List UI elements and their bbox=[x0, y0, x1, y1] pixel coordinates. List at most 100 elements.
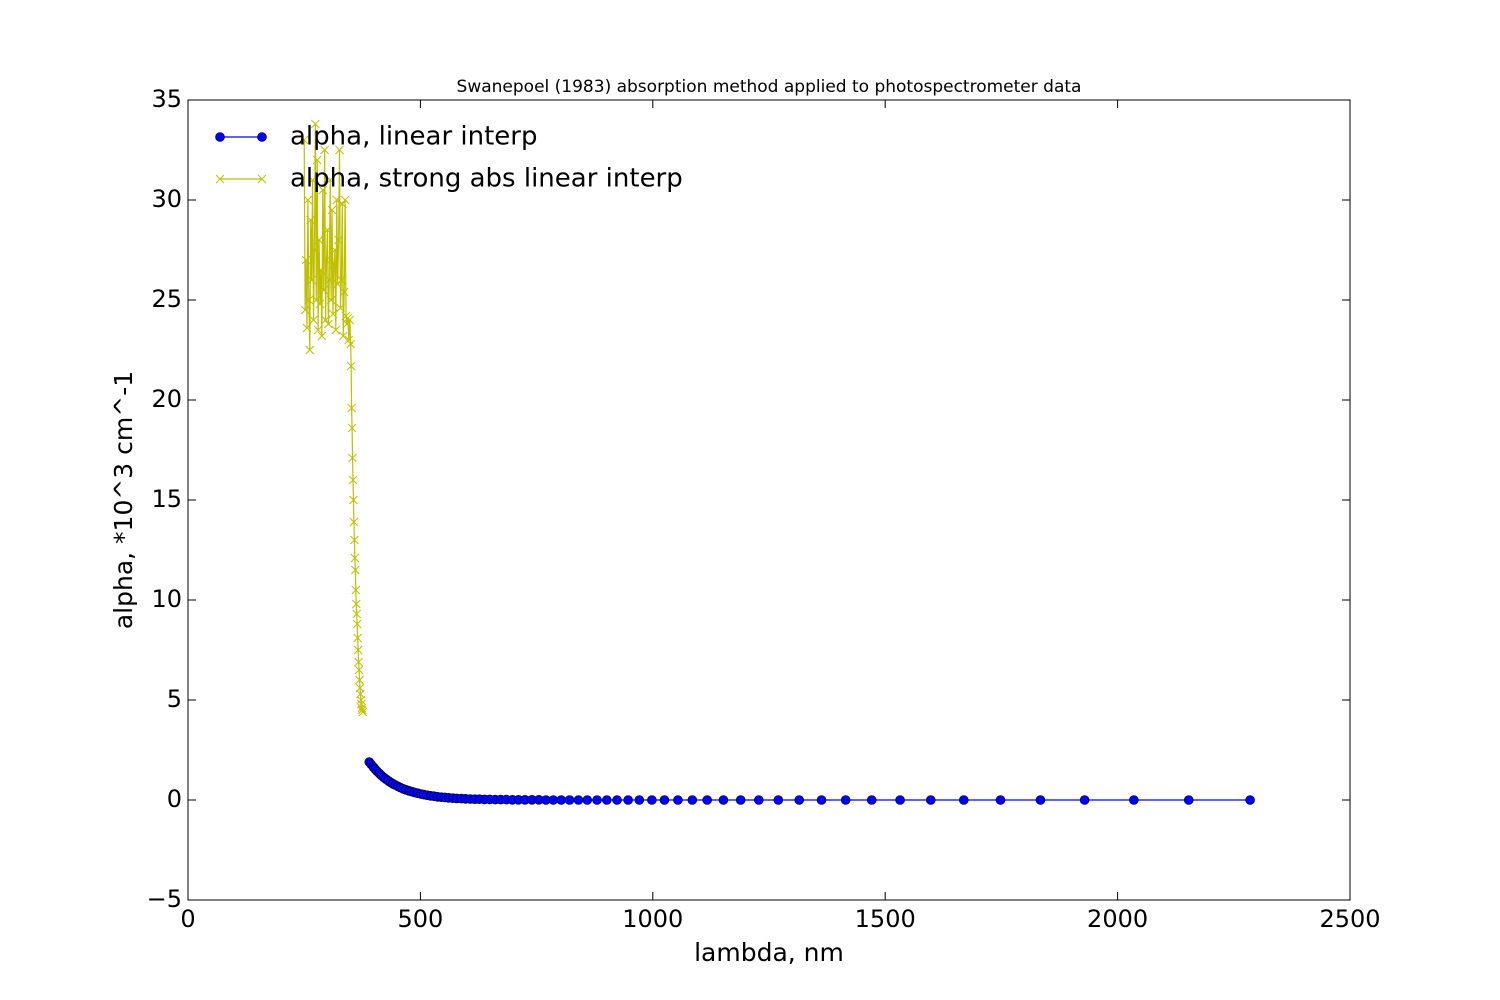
point bbox=[329, 259, 339, 269]
point bbox=[312, 155, 322, 165]
plot-frame bbox=[187, 99, 1351, 901]
point bbox=[326, 295, 336, 305]
point bbox=[320, 145, 330, 155]
point bbox=[304, 295, 314, 305]
point bbox=[322, 255, 331, 265]
y-tick-label: 5 bbox=[167, 685, 182, 713]
point bbox=[328, 309, 338, 319]
point bbox=[355, 675, 364, 685]
x-tick-label: 2500 bbox=[1319, 905, 1380, 933]
x-tick-label: 1500 bbox=[855, 905, 916, 933]
y-tick-label: 10 bbox=[151, 585, 182, 613]
y-tick-label: 30 bbox=[151, 185, 182, 213]
point bbox=[702, 795, 712, 805]
point bbox=[1183, 795, 1194, 805]
point bbox=[307, 275, 316, 285]
x-tick-label: 0 bbox=[180, 905, 195, 933]
point bbox=[735, 795, 746, 805]
point bbox=[1079, 795, 1090, 805]
point bbox=[354, 665, 364, 675]
point bbox=[357, 705, 367, 715]
point bbox=[350, 553, 360, 563]
point bbox=[335, 145, 344, 155]
point bbox=[816, 795, 827, 805]
point bbox=[350, 565, 360, 575]
y-tick-label: 35 bbox=[151, 85, 182, 113]
point bbox=[317, 331, 327, 341]
point bbox=[324, 275, 334, 285]
point bbox=[324, 319, 333, 329]
point bbox=[753, 795, 764, 805]
point bbox=[773, 795, 784, 805]
point bbox=[573, 795, 584, 805]
y-tick-label: 20 bbox=[151, 385, 182, 413]
point bbox=[1035, 795, 1046, 805]
point bbox=[306, 215, 316, 225]
point bbox=[345, 315, 355, 325]
point bbox=[623, 795, 633, 805]
point bbox=[325, 175, 335, 185]
point bbox=[582, 795, 593, 805]
point bbox=[673, 795, 683, 805]
legend-marker bbox=[257, 174, 267, 184]
point bbox=[348, 453, 357, 463]
point bbox=[612, 795, 622, 805]
point bbox=[556, 795, 567, 805]
point bbox=[315, 299, 325, 309]
point bbox=[303, 195, 313, 205]
point bbox=[339, 287, 349, 297]
point bbox=[338, 331, 348, 341]
point bbox=[353, 645, 363, 655]
point bbox=[354, 657, 363, 667]
point bbox=[351, 585, 361, 595]
point bbox=[718, 795, 729, 805]
x-tick-label: 2000 bbox=[1087, 905, 1148, 933]
point bbox=[314, 235, 324, 245]
point bbox=[319, 285, 329, 295]
point bbox=[634, 795, 645, 805]
point bbox=[311, 119, 320, 129]
point bbox=[300, 305, 310, 315]
point bbox=[647, 795, 657, 805]
y-tick-label: 15 bbox=[151, 485, 182, 513]
point bbox=[347, 403, 356, 413]
point bbox=[794, 795, 805, 805]
point bbox=[331, 325, 341, 335]
point bbox=[347, 423, 357, 433]
y-tick-label: 0 bbox=[167, 785, 182, 813]
point bbox=[659, 795, 670, 805]
point bbox=[337, 275, 346, 285]
y-tick-label: 25 bbox=[151, 285, 182, 313]
point bbox=[337, 199, 347, 209]
point bbox=[316, 265, 326, 275]
point bbox=[308, 175, 317, 185]
point bbox=[958, 795, 969, 805]
point bbox=[353, 633, 363, 643]
point bbox=[995, 795, 1006, 805]
legend-label: alpha, strong abs linear interp bbox=[290, 164, 683, 194]
point bbox=[301, 255, 311, 265]
point bbox=[310, 245, 319, 255]
point bbox=[336, 303, 345, 313]
legend-label: alpha, linear interp bbox=[290, 122, 538, 152]
point bbox=[352, 609, 362, 619]
point bbox=[564, 795, 575, 805]
x-tick-label: 500 bbox=[397, 905, 443, 933]
point bbox=[351, 599, 361, 609]
y-tick-label: −5 bbox=[147, 885, 182, 913]
point bbox=[1129, 795, 1139, 805]
x-tick-label: 1000 bbox=[622, 905, 683, 933]
point bbox=[349, 495, 358, 505]
point bbox=[592, 795, 602, 805]
point bbox=[309, 315, 318, 325]
x-axis-label: lambda, nm bbox=[694, 938, 844, 967]
point bbox=[350, 535, 359, 545]
point bbox=[305, 345, 315, 355]
point bbox=[330, 245, 340, 255]
legend: alpha, linear interp alpha, strong abs li… bbox=[215, 122, 683, 194]
point bbox=[840, 795, 851, 805]
legend-marker bbox=[215, 174, 225, 184]
legend-marker bbox=[257, 132, 267, 142]
point bbox=[349, 517, 359, 527]
